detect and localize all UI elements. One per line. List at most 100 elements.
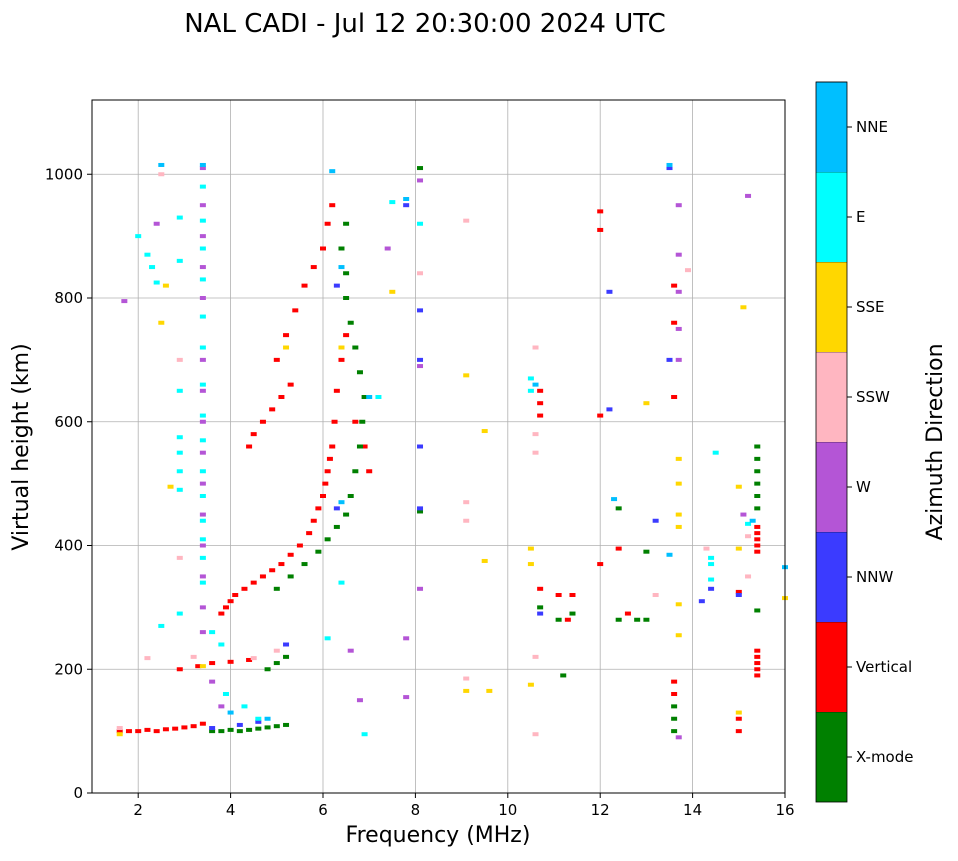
data-point-x-mode	[754, 494, 761, 498]
data-point-vertical	[209, 661, 216, 666]
data-point-e	[375, 395, 382, 399]
data-point-vertical	[172, 726, 179, 731]
data-point-e	[338, 580, 345, 585]
data-point-vertical	[735, 716, 742, 721]
data-point-vertical	[320, 494, 326, 498]
data-point-nnw	[606, 289, 613, 294]
data-point-x-mode	[343, 296, 350, 300]
data-point-vertical	[190, 724, 197, 729]
data-point-sse	[283, 345, 290, 350]
data-point-nne	[366, 395, 373, 399]
chart-title: NAL CADI - Jul 12 20:30:00 2024 UTC	[184, 9, 666, 39]
data-point-vertical	[333, 388, 340, 393]
data-point-e	[153, 280, 160, 285]
data-point-vertical	[259, 574, 266, 579]
data-point-vertical	[320, 246, 326, 251]
data-point-ssw	[176, 555, 183, 560]
data-point-vertical	[246, 444, 253, 449]
data-point-nnw	[417, 506, 424, 511]
data-point-nnw	[417, 444, 424, 449]
data-point-vertical	[754, 654, 761, 659]
data-point-x-mode	[643, 549, 650, 554]
data-point-vertical	[278, 395, 285, 399]
data-point-vertical	[597, 413, 604, 418]
x-axis-ticks: 2 4 6 8 10 12 14 16	[133, 793, 795, 819]
data-point-vertical	[537, 586, 544, 591]
colorbar-swatch-ssw	[816, 352, 847, 442]
data-point-x-mode	[227, 727, 234, 732]
data-point-x-mode	[255, 726, 262, 731]
data-point-e	[199, 184, 206, 189]
data-point-x-mode	[338, 246, 345, 251]
data-point-vertical	[597, 209, 604, 214]
data-point-vertical	[322, 481, 329, 486]
data-point-vertical	[331, 419, 338, 424]
data-point-vertical	[624, 611, 631, 616]
data-point-w	[675, 203, 682, 208]
data-point-vertical	[125, 729, 132, 734]
data-point-e	[176, 487, 183, 492]
data-point-nne	[666, 162, 673, 167]
data-point-x-mode	[273, 661, 280, 666]
data-point-e	[176, 215, 183, 220]
colorbar-swatch-nne	[816, 82, 847, 172]
data-point-sse	[167, 484, 174, 489]
data-point-x-mode	[569, 611, 576, 616]
data-point-e	[708, 562, 715, 567]
data-point-sse	[389, 289, 396, 294]
data-point-x-mode	[671, 716, 678, 721]
colorbar-swatch-nnw	[816, 532, 847, 622]
colorbar-tick-label: Vertical	[856, 658, 912, 676]
data-point-x-mode	[273, 724, 280, 729]
data-point-e	[199, 345, 206, 350]
data-point-ssw	[532, 654, 539, 659]
data-point-ssw	[652, 593, 659, 597]
data-point-vertical	[569, 593, 576, 597]
colorbar-swatch-w	[816, 442, 847, 532]
data-point-vertical	[597, 562, 604, 567]
data-point-w	[218, 704, 225, 709]
data-point-nnw	[255, 719, 262, 724]
colorbar-swatch-e	[816, 172, 847, 262]
data-point-x-mode	[324, 537, 331, 542]
data-point-vertical	[671, 283, 678, 288]
data-point-w	[675, 289, 682, 294]
data-point-ssw	[417, 271, 424, 276]
data-point-sse	[199, 664, 206, 669]
data-point-vertical	[222, 605, 229, 610]
data-point-nnw	[333, 283, 340, 288]
data-point-e	[199, 580, 206, 585]
data-point-x-mode	[301, 562, 308, 567]
data-point-x-mode	[352, 345, 359, 350]
data-point-nnw	[417, 357, 424, 362]
x-axis-label: Frequency (MHz)	[346, 823, 531, 848]
data-point-x-mode	[246, 727, 253, 732]
data-point-ssw	[463, 518, 470, 523]
data-point-w	[384, 246, 391, 251]
data-point-vertical	[754, 661, 761, 666]
data-point-vertical	[537, 401, 544, 406]
data-point-sse	[527, 546, 534, 551]
data-point-vertical	[537, 413, 544, 418]
data-point-x-mode	[560, 673, 567, 678]
data-point-ssw	[532, 732, 539, 737]
x-tick-label: 14	[683, 801, 702, 819]
data-point-vertical	[361, 444, 368, 449]
data-point-w	[199, 357, 206, 362]
data-point-e	[199, 494, 206, 498]
data-point-vertical	[176, 667, 183, 672]
data-point-e	[417, 221, 424, 226]
data-point-e	[745, 521, 752, 526]
data-point-nnw	[283, 642, 290, 647]
colorbar-tick-label: W	[856, 478, 871, 496]
data-point-sse	[740, 305, 747, 310]
colorbar-swatch-vertical	[816, 622, 847, 712]
data-point-vertical	[671, 679, 678, 684]
data-point-nnw	[537, 611, 544, 616]
data-point-vertical	[754, 524, 761, 529]
x-tick-label: 6	[318, 801, 328, 819]
data-point-w	[417, 364, 424, 369]
data-point-vertical	[671, 395, 678, 399]
data-point-e	[222, 692, 229, 696]
data-point-x-mode	[343, 221, 350, 226]
